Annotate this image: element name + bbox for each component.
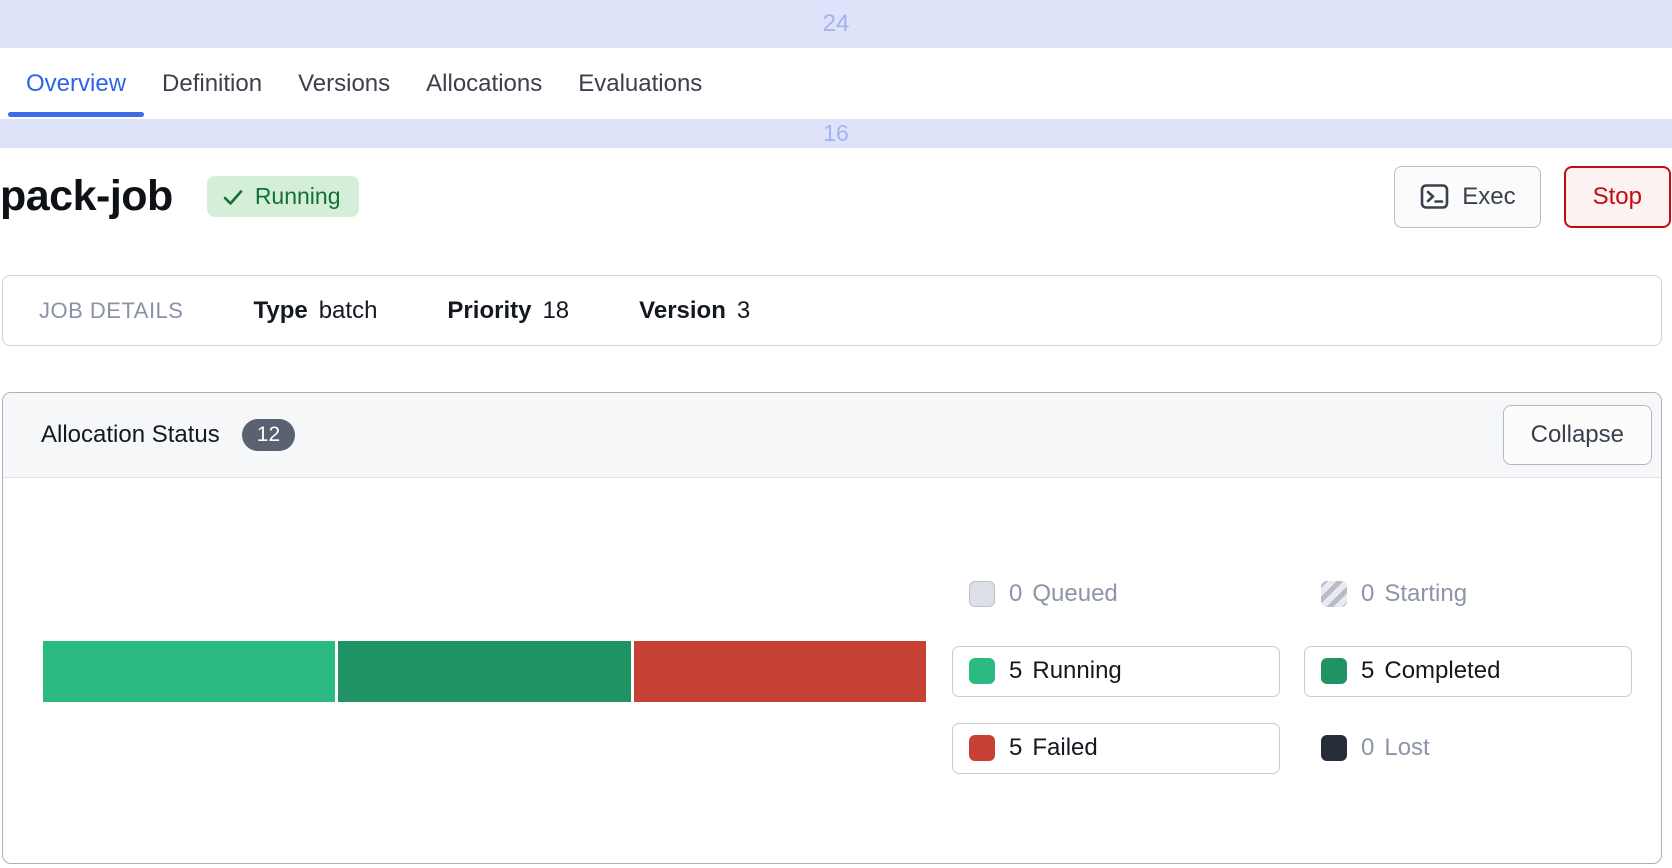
completed-label: Completed [1384,657,1501,684]
job-header: pack-job Running Exec Stop [0,148,1672,275]
tab-allocations-label: Allocations [426,69,543,97]
exec-button-label: Exec [1462,182,1516,210]
job-details-heading: JOB DETAILS [39,297,184,323]
job-detail-priority: Priority 18 [447,297,569,325]
terminal-icon [1420,184,1449,209]
legend-item-queued: 0 Queued [952,569,1280,620]
tab-definition[interactable]: Definition [144,48,280,119]
starting-label: Starting [1384,580,1468,607]
legend-item-completed[interactable]: 5 Completed [1304,645,1632,697]
version-value: 3 [736,296,751,324]
completed-swatch-icon [1321,658,1347,684]
legend-item-running[interactable]: 5 Running [952,645,1280,697]
queued-swatch-icon [969,581,995,607]
mid-band-value: 16 [823,120,849,146]
stop-button-label: Stop [1592,182,1642,210]
top-band-value: 24 [822,10,850,37]
job-detail-version: Version 3 [639,297,750,325]
failed-swatch-icon [969,735,995,761]
running-label: Running [1032,657,1122,684]
failed-label: Failed [1032,734,1098,761]
version-label: Version [639,296,726,324]
mid-spacing-band: 16 [0,119,1672,148]
allocation-status-title: Allocation Status [41,421,220,448]
legend-item-failed[interactable]: 5 Failed [952,722,1280,774]
tab-allocations[interactable]: Allocations [408,48,560,119]
starting-count: 0 [1361,580,1375,607]
type-label: Type [253,296,308,324]
allocation-status-header: Allocation Status 12 Collapse [3,393,1661,478]
priority-value: 18 [542,296,570,324]
exec-button[interactable]: Exec [1394,165,1541,228]
running-swatch-icon [969,658,995,684]
legend-item-starting: 0 Starting [1304,569,1632,620]
failed-count: 5 [1009,734,1023,761]
queued-label: Queued [1032,580,1118,607]
stop-button[interactable]: Stop [1563,165,1671,228]
tab-versions-label: Versions [298,69,391,97]
collapse-button[interactable]: Collapse [1502,405,1652,465]
allocation-bar [43,640,926,702]
type-value: batch [318,296,378,324]
legend-item-lost: 0 Lost [1304,723,1632,774]
lost-count: 0 [1361,734,1375,761]
page-title: pack-job [0,172,173,220]
bar-segment-completed [338,640,631,702]
tab-evaluations[interactable]: Evaluations [560,48,720,119]
bar-segment-failed [633,640,926,702]
tab-definition-label: Definition [162,69,263,97]
lost-swatch-icon [1321,735,1347,761]
queued-count: 0 [1009,580,1023,607]
tab-versions[interactable]: Versions [280,48,408,119]
top-spacing-band: 24 [0,0,1672,48]
tab-evaluations-label: Evaluations [578,69,703,97]
running-count: 5 [1009,657,1023,684]
status-badge: Running [206,176,359,217]
allocation-count-badge: 12 [241,419,296,451]
lost-label: Lost [1384,734,1430,761]
priority-label: Priority [447,296,532,324]
job-detail-type: Type batch [253,297,377,325]
job-details-card: JOB DETAILS Type batch Priority 18 Versi… [2,275,1662,346]
tab-overview-label: Overview [26,69,127,97]
status-badge-label: Running [254,183,341,209]
bar-segment-running [43,640,336,702]
tab-overview[interactable]: Overview [8,48,145,119]
completed-count: 5 [1361,657,1375,684]
check-icon [223,189,243,205]
collapse-button-label: Collapse [1530,421,1624,448]
job-tab-bar: Overview Definition Versions Allocations… [0,48,1672,119]
starting-swatch-icon [1321,581,1347,607]
